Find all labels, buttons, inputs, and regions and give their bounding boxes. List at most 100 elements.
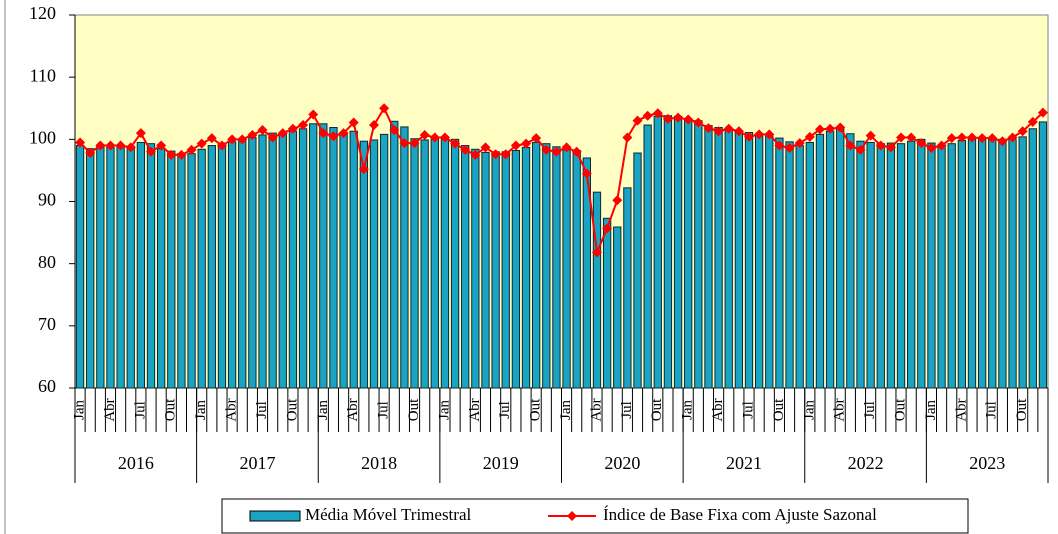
- bar: [96, 146, 105, 389]
- x-tick-label: Jul: [862, 401, 878, 419]
- bar: [643, 124, 652, 389]
- x-tick-label: Jul: [984, 401, 1000, 419]
- line-marker: [602, 223, 613, 234]
- bar: [988, 137, 997, 389]
- bar: [613, 226, 622, 389]
- x-tick-label: Abr: [467, 398, 483, 421]
- bar: [805, 141, 814, 389]
- x-tick-label: Abr: [588, 398, 604, 421]
- bar: [187, 153, 196, 389]
- bar: [998, 138, 1007, 389]
- line-marker: [713, 126, 724, 137]
- x-tick-label: Out: [284, 398, 300, 421]
- line-marker: [966, 132, 977, 143]
- x-tick-label: Out: [163, 398, 179, 421]
- line-marker: [936, 140, 947, 151]
- legend-label: Média Móvel Trimestral: [305, 505, 471, 524]
- line-marker: [338, 128, 349, 139]
- x-tick-label: Abr: [224, 398, 240, 421]
- bar: [177, 153, 186, 389]
- bar: [957, 140, 966, 389]
- line-marker: [794, 138, 805, 149]
- line-marker: [784, 143, 795, 154]
- bar: [309, 123, 318, 389]
- x-tick-label: Abr: [345, 398, 361, 421]
- bar: [86, 148, 95, 389]
- line-marker: [804, 131, 815, 142]
- y-tick-label: 90: [38, 190, 56, 210]
- bar: [157, 148, 166, 389]
- line-marker: [673, 112, 684, 123]
- bar: [532, 141, 541, 389]
- y-tick-label: 110: [30, 65, 56, 85]
- bar: [552, 146, 561, 389]
- bar: [623, 187, 632, 389]
- bar: [825, 130, 835, 389]
- bar: [633, 152, 642, 389]
- bar: [126, 145, 135, 389]
- x-tick-label: Jan: [801, 400, 817, 420]
- line-marker: [581, 168, 592, 179]
- line-marker: [399, 138, 410, 149]
- bar: [106, 146, 115, 389]
- line-marker: [216, 140, 227, 151]
- bar: [349, 130, 358, 389]
- line-marker: [480, 142, 491, 153]
- bar: [521, 146, 531, 389]
- bar: [927, 142, 936, 389]
- line-marker: [500, 149, 511, 160]
- x-tick-label: Out: [649, 398, 665, 421]
- line-marker: [196, 138, 207, 149]
- line-marker: [885, 142, 896, 153]
- bar: [754, 133, 764, 389]
- line-marker: [541, 144, 552, 155]
- line-marker: [825, 123, 836, 134]
- line-marker: [561, 142, 572, 153]
- line-marker: [764, 129, 775, 140]
- line-marker: [1037, 107, 1048, 118]
- bar: [967, 136, 977, 389]
- line-marker: [571, 146, 582, 157]
- line-marker: [470, 149, 481, 160]
- line-marker: [186, 144, 197, 155]
- line-marker: [156, 140, 167, 151]
- line-marker: [95, 140, 106, 151]
- line-marker: [551, 146, 562, 157]
- bar: [278, 132, 287, 389]
- legend-swatch: [249, 510, 301, 522]
- line-marker: [997, 136, 1008, 147]
- x-tick-label: Jan: [72, 400, 88, 420]
- line-marker: [926, 143, 937, 154]
- group-label: 2019: [483, 453, 519, 473]
- line-marker: [227, 134, 238, 145]
- line-marker: [166, 149, 177, 160]
- bar: [491, 151, 500, 389]
- line-marker: [348, 117, 359, 128]
- bar: [846, 133, 855, 389]
- line-marker: [257, 125, 268, 136]
- bar: [876, 143, 885, 389]
- line-marker: [409, 138, 420, 149]
- line-marker: [906, 132, 917, 143]
- bar: [450, 138, 460, 389]
- bar: [572, 150, 581, 389]
- line-marker: [298, 120, 309, 131]
- bar: [258, 134, 267, 389]
- line-marker: [875, 140, 886, 151]
- bar: [430, 138, 439, 389]
- line-marker: [287, 123, 298, 134]
- bar: [917, 138, 926, 389]
- bar: [1028, 128, 1037, 389]
- line-marker: [703, 123, 714, 134]
- bar: [136, 141, 146, 389]
- line-marker: [176, 149, 187, 160]
- line-marker: [723, 123, 734, 134]
- bar: [836, 127, 845, 389]
- y-tick-label: 80: [38, 252, 56, 272]
- bar: [207, 145, 216, 389]
- bar: [440, 136, 450, 389]
- x-tick-label: Jan: [436, 400, 452, 420]
- line-marker: [642, 110, 653, 121]
- line-marker: [328, 131, 339, 142]
